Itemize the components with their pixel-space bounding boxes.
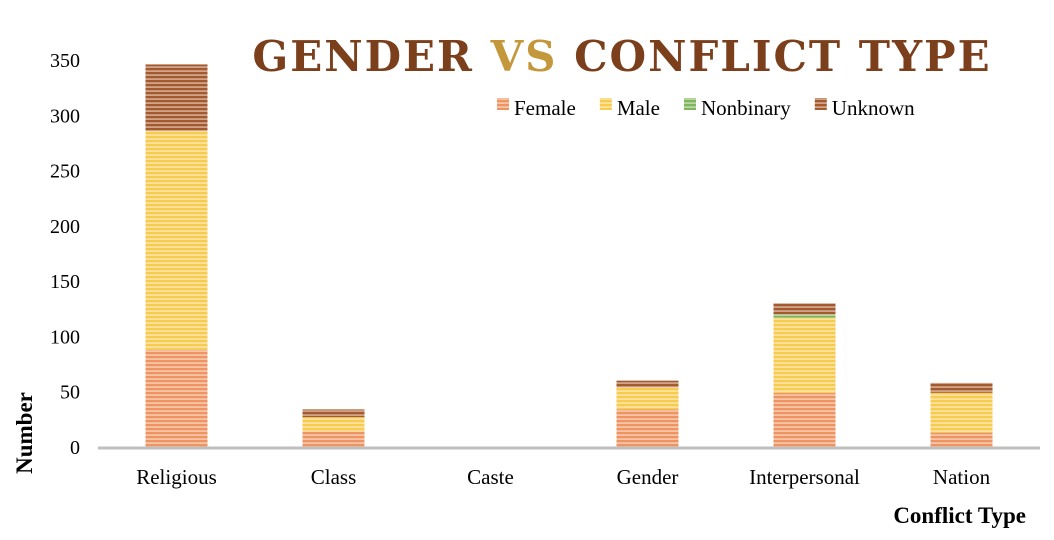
y-tick-label: 250 <box>50 161 80 183</box>
y-tick-label: 50 <box>60 382 80 404</box>
legend-swatch-female <box>497 98 509 110</box>
x-axis-categories: Religious Class Caste Gender Interpersonal Na… <box>136 465 990 489</box>
y-tick-label: 300 <box>50 105 80 127</box>
y-tick-label: 0 <box>70 437 80 459</box>
bar-religious-unknown <box>145 64 208 131</box>
bar-interpersonal-male <box>773 317 836 393</box>
y-axis-title: Number <box>12 392 37 474</box>
x-tick-label: Caste <box>467 465 514 489</box>
y-tick-label: 100 <box>50 326 80 348</box>
chart-title-part3: CONFLICT TYPE <box>557 32 991 81</box>
bar-gender-female <box>616 409 679 447</box>
bar-interpersonal-female <box>773 392 836 447</box>
bar-nation-male <box>930 392 993 433</box>
legend-label-nonbinary: Nonbinary <box>701 96 791 120</box>
x-tick-label: Interpersonal <box>749 465 860 489</box>
y-tick-label: 150 <box>50 271 80 293</box>
bar-interpersonal-nonbinary <box>773 314 836 318</box>
x-axis-title: Conflict Type <box>893 503 1026 528</box>
chart-title-part2: VS <box>490 32 558 81</box>
x-tick-label: Class <box>311 465 357 489</box>
bar-class-male <box>302 417 365 432</box>
legend-swatch-nonbinary <box>683 98 696 110</box>
legend-label-male: Male <box>617 96 660 120</box>
x-tick-label: Religious <box>136 465 217 489</box>
y-tick-label: 350 <box>50 50 80 72</box>
legend-swatch-unknown <box>814 98 827 110</box>
chart-title: GENDER VS CONFLICT TYPE <box>252 32 991 81</box>
x-tick-label: Nation <box>933 465 991 489</box>
legend: Female Male Nonbinary Unknown <box>497 96 915 120</box>
bar-religious-female <box>145 349 208 447</box>
bars <box>145 64 993 447</box>
bar-class-female <box>302 431 365 447</box>
bar-interpersonal-unknown <box>773 303 836 315</box>
chart-title-part1: GENDER <box>252 32 490 81</box>
legend-label-female: Female <box>514 96 576 120</box>
y-tick-label: 200 <box>50 216 80 238</box>
bar-nation-female <box>930 432 993 447</box>
legend-swatch-male <box>599 98 612 110</box>
bar-nation-unknown <box>930 382 993 393</box>
bar-gender-male <box>616 387 679 410</box>
bar-gender-unknown <box>616 380 679 388</box>
bar-religious-male <box>145 130 208 350</box>
legend-label-unknown: Unknown <box>832 96 915 120</box>
x-tick-label: Gender <box>617 465 679 489</box>
bar-class-unknown <box>302 409 365 418</box>
y-axis-ticks: 0 50 100 150 200 250 300 350 <box>50 50 80 459</box>
